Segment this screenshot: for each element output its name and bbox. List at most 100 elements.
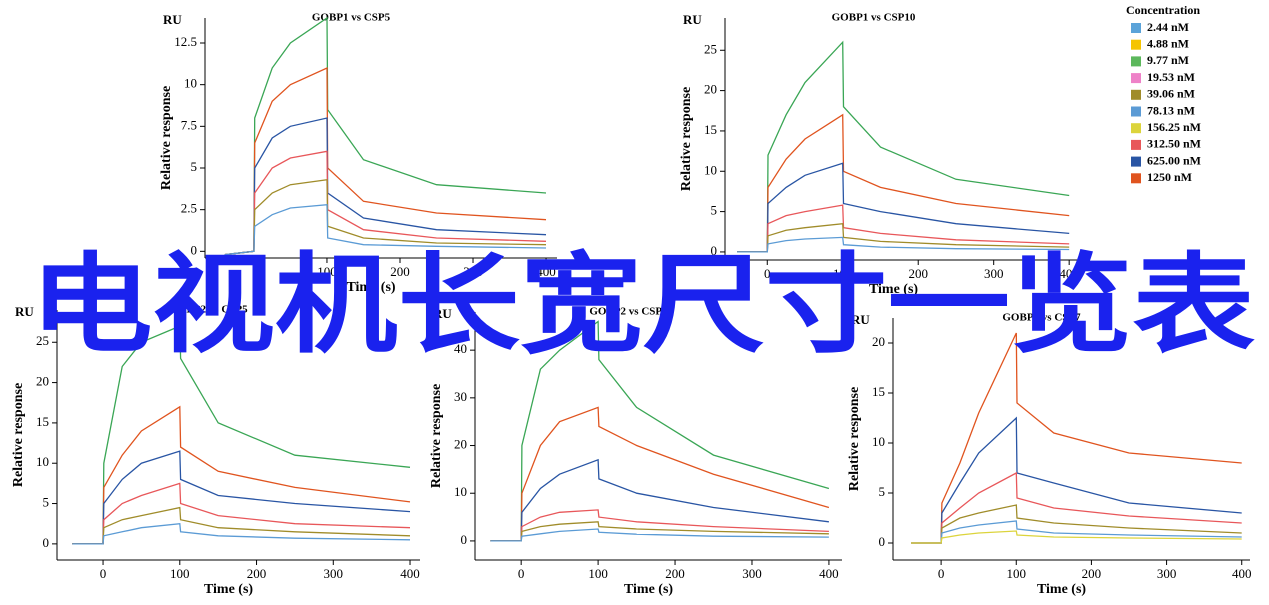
response-curve [490, 521, 829, 542]
y-tick-label: 15 [36, 414, 49, 429]
x-tick-label: 100 [833, 266, 853, 281]
x-tick-label: 0 [100, 566, 107, 581]
legend-swatch [1131, 23, 1141, 33]
y-tick-label: 10 [454, 484, 467, 499]
x-tick-label: 300 [463, 264, 483, 279]
y-tick-label: 10 [872, 434, 885, 449]
chart-title: GOBP2 vs CSP7 [1002, 312, 1081, 324]
y-axis-label: Relative response [679, 87, 694, 191]
legend-swatch [1131, 106, 1141, 117]
y-tick-label: 0 [711, 243, 718, 258]
legend-swatch [1131, 156, 1141, 167]
x-tick-label: 0 [518, 566, 525, 581]
y-tick-label: 40 [454, 341, 467, 356]
x-axis-label: Time (s) [1037, 582, 1086, 597]
y-tick-label: 15 [872, 384, 885, 399]
x-tick-label: 400 [819, 566, 839, 581]
response-curve [737, 40, 1070, 253]
x-tick-label: 0 [938, 566, 945, 581]
legend-swatch [1131, 73, 1141, 84]
unit-label: RU [683, 12, 702, 27]
y-tick-label: 25 [36, 333, 49, 348]
chart-title: GOBP2 vs CSP5 [169, 304, 248, 316]
legend-label: 625.00 nM [1147, 153, 1201, 167]
legend-swatch [1131, 139, 1141, 150]
x-axis-label: Time (s) [346, 280, 395, 295]
legend-swatch [1131, 39, 1141, 50]
legend-label: 9.77 nM [1147, 53, 1189, 67]
x-tick-label: 200 [908, 266, 928, 281]
y-axis-label: Relative response [159, 86, 174, 190]
x-tick-label: 200 [665, 566, 685, 581]
x-tick-label: 200 [247, 566, 267, 581]
y-tick-label: 5 [191, 159, 198, 174]
y-axis-label: Relative response [11, 383, 26, 487]
x-tick-label: 300 [742, 566, 762, 581]
y-tick-label: 0 [461, 532, 468, 547]
response-curve [72, 405, 411, 545]
x-tick-label: 300 [324, 566, 344, 581]
x-tick-label: 100 [588, 566, 608, 581]
y-tick-label: 0 [43, 535, 50, 550]
chart-title: GOBP1 vs CSP10 [832, 12, 916, 24]
response-curve [224, 16, 547, 256]
response-curve [911, 530, 1242, 544]
y-axis-label: Relative response [847, 387, 862, 491]
x-tick-label: 100 [317, 264, 337, 279]
y-tick-label: 5 [879, 484, 886, 499]
legend-label: 2.44 nM [1147, 20, 1189, 34]
y-tick-label: 20 [872, 334, 885, 349]
y-tick-label: 2.5 [181, 201, 197, 216]
x-axis-label: Time (s) [869, 282, 918, 297]
y-tick-label: 10 [36, 454, 49, 469]
response-curve [224, 66, 547, 256]
x-tick-label: 200 [390, 264, 410, 279]
unit-label: RU [851, 312, 870, 327]
y-tick-label: 10 [704, 162, 717, 177]
y-tick-label: 5 [711, 203, 718, 218]
response-curve [72, 522, 411, 545]
legend-label: 39.06 nM [1147, 87, 1195, 101]
x-tick-label: 300 [984, 266, 1004, 281]
legend-swatch [1131, 173, 1141, 184]
legend-label: 4.88 nM [1147, 36, 1189, 50]
chart-title: GOBP2 vs CSP1 [589, 306, 667, 318]
y-tick-label: 25 [704, 41, 717, 56]
y-tick-label: 20 [454, 437, 467, 452]
y-tick-label: 5 [43, 495, 50, 510]
x-axis-label: Time (s) [204, 582, 253, 597]
chart-title: GOBP1 vs CSP5 [312, 12, 391, 24]
x-tick-label: 300 [1157, 566, 1177, 581]
response-curve [72, 450, 411, 545]
response-curve [737, 162, 1070, 253]
legend-swatch [1131, 56, 1141, 67]
y-tick-label: 12.5 [174, 34, 197, 49]
overlay-title: 电视机长宽尺寸一览表 [30, 243, 1255, 368]
x-tick-label: 0 [764, 266, 771, 281]
x-tick-label: 100 [170, 566, 190, 581]
x-axis-label: Time (s) [624, 582, 673, 597]
x-tick-label: 400 [536, 264, 556, 279]
unit-label: RU [433, 306, 452, 321]
unit-label: RU [15, 304, 34, 319]
response-curve [224, 117, 547, 256]
y-tick-label: 0 [191, 242, 198, 257]
y-tick-label: 10 [184, 76, 197, 91]
legend: Concentration 2.44 nM 4.88 nM 9.77 nM 19.53 … [1126, 3, 1201, 184]
x-tick-label: 400 [1232, 566, 1252, 581]
y-axis-label: Relative response [429, 384, 444, 488]
x-tick-label: 400 [1059, 266, 1079, 281]
legend-swatch [1131, 123, 1141, 134]
legend-label: 312.50 nM [1147, 137, 1201, 151]
legend-label: 78.13 nM [1147, 103, 1195, 117]
y-tick-label: 15 [704, 122, 717, 137]
x-tick-label: 200 [1082, 566, 1102, 581]
legend-label: 19.53 nM [1147, 70, 1195, 84]
x-tick-label: 100 [1007, 566, 1027, 581]
y-tick-label: 0 [879, 534, 886, 549]
response-curve [737, 113, 1070, 253]
panel: 0 2.5 5 7.5 10 12.5 100 200 300 400 RU GOBP1 vs CSP… [159, 12, 557, 295]
